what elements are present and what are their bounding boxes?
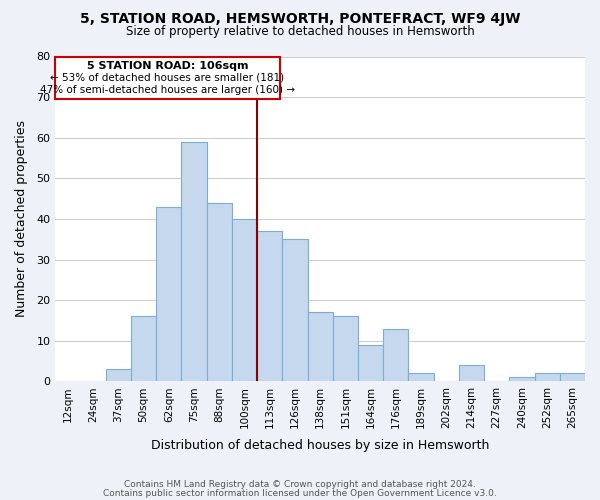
Bar (358, 345, 383, 382)
Bar (409, 374, 434, 382)
Bar (383, 328, 409, 382)
Bar (206, 202, 232, 382)
Bar (257, 231, 283, 382)
X-axis label: Distribution of detached houses by size in Hemsworth: Distribution of detached houses by size … (151, 440, 490, 452)
Bar (560, 374, 585, 382)
Bar (131, 316, 156, 382)
Bar (283, 240, 308, 382)
Y-axis label: Number of detached properties: Number of detached properties (15, 120, 28, 318)
Bar (535, 374, 560, 382)
Bar (308, 312, 333, 382)
Text: Contains public sector information licensed under the Open Government Licence v3: Contains public sector information licen… (103, 488, 497, 498)
Text: 5 STATION ROAD: 106sqm: 5 STATION ROAD: 106sqm (87, 60, 248, 70)
FancyBboxPatch shape (55, 56, 280, 99)
Bar (106, 369, 131, 382)
Text: 47% of semi-detached houses are larger (160) →: 47% of semi-detached houses are larger (… (40, 85, 295, 95)
Text: 5, STATION ROAD, HEMSWORTH, PONTEFRACT, WF9 4JW: 5, STATION ROAD, HEMSWORTH, PONTEFRACT, … (80, 12, 520, 26)
Bar (232, 219, 257, 382)
Bar (459, 365, 484, 382)
Bar (156, 207, 181, 382)
Text: ← 53% of detached houses are smaller (181): ← 53% of detached houses are smaller (18… (50, 72, 284, 83)
Bar (333, 316, 358, 382)
Text: Size of property relative to detached houses in Hemsworth: Size of property relative to detached ho… (125, 25, 475, 38)
Bar (181, 142, 206, 382)
Bar (509, 378, 535, 382)
Text: Contains HM Land Registry data © Crown copyright and database right 2024.: Contains HM Land Registry data © Crown c… (124, 480, 476, 489)
